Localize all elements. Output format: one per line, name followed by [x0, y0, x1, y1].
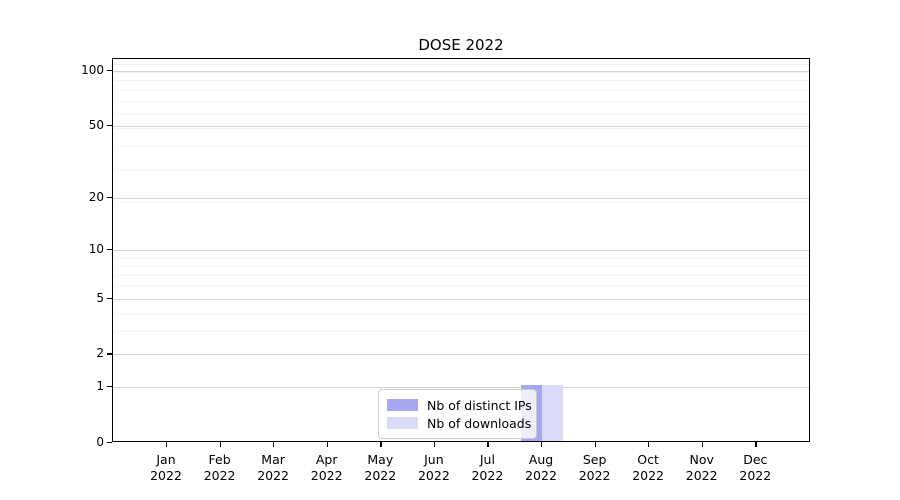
x-tick-mark: [433, 442, 436, 447]
y-gridline-minor: [113, 89, 809, 91]
legend-label-distinct-ips: Nb of distinct IPs: [427, 397, 532, 413]
plot-area: [112, 58, 810, 442]
x-tick-mark: [541, 442, 543, 447]
y-gridline: [113, 298, 809, 300]
y-gridline: [113, 71, 809, 72]
x-tick-label: Jul 2022: [471, 452, 504, 483]
x-tick-mark: [326, 442, 329, 447]
y-gridline: [113, 387, 809, 389]
y-tick-mark: [107, 386, 112, 388]
x-tick-mark: [273, 442, 275, 447]
y-gridline: [113, 354, 809, 356]
y-tick-mark: [107, 196, 112, 198]
legend-item-downloads: Nb of downloads: [387, 415, 532, 431]
bar-nb-of-downloads-aug-2022: [542, 385, 564, 441]
y-tick-mark: [107, 442, 112, 444]
x-tick-label: Apr 2022: [310, 452, 343, 483]
y-tick-label: 20: [88, 189, 104, 204]
x-tick-label: Nov 2022: [685, 452, 718, 483]
legend-item-distinct-ips: Nb of distinct IPs: [387, 398, 532, 413]
y-tick-label: 1: [96, 379, 104, 394]
y-tick-label: 50: [88, 118, 104, 133]
y-tick-mark: [107, 297, 112, 299]
y-gridline-minor: [113, 286, 809, 288]
x-tick-label: Dec 2022: [739, 452, 772, 483]
chart-title: DOSE 2022: [418, 36, 504, 54]
y-tick-label: 100: [81, 63, 104, 77]
y-gridline-minor: [113, 201, 809, 203]
legend-swatch-downloads: [387, 417, 418, 429]
x-tick-label: Jan 2022: [150, 452, 182, 483]
y-tick-label: 2: [96, 346, 104, 361]
y-gridline: [113, 126, 809, 128]
x-tick-mark: [166, 442, 168, 447]
y-gridline-minor: [113, 331, 809, 333]
y-tick-mark: [107, 353, 112, 355]
y-gridline-minor: [113, 127, 809, 129]
y-tick-mark: [107, 70, 112, 72]
x-tick-label: Mar 2022: [257, 452, 289, 483]
y-gridline-minor: [113, 80, 809, 82]
legend-label-downloads: Nb of downloads: [427, 415, 532, 431]
y-gridline-minor: [113, 145, 809, 147]
y-gridline: [113, 249, 809, 251]
y-gridline-minor: [113, 100, 809, 102]
y-gridline: [113, 197, 809, 199]
y-gridline-minor: [113, 275, 809, 277]
x-tick-mark: [380, 442, 382, 447]
y-gridline-minor: [113, 113, 809, 114]
y-gridline-minor: [113, 71, 809, 73]
y-tick-label: 10: [88, 241, 104, 256]
x-tick-label: Sep 2022: [578, 452, 611, 483]
y-gridline-minor: [113, 64, 809, 66]
y-gridline-minor: [113, 313, 809, 315]
x-tick-label: Feb 2022: [203, 452, 236, 483]
legend-swatch-distinct-ips: [387, 399, 418, 411]
y-tick-label: 0: [96, 435, 104, 449]
x-tick-label: May 2022: [364, 452, 397, 483]
x-tick-mark: [487, 442, 489, 447]
legend: Nb of distinct IPs Nb of downloads: [378, 389, 537, 439]
y-gridline-minor: [113, 265, 809, 267]
y-tick-mark: [107, 125, 112, 127]
y-tick-label: 5: [96, 290, 104, 305]
y-gridline-minor: [113, 168, 809, 170]
x-tick-mark: [648, 442, 650, 447]
x-tick-label: Jun 2022: [417, 452, 450, 483]
x-tick-mark: [594, 442, 596, 447]
y-tick-mark: [107, 248, 112, 251]
x-tick-mark: [219, 442, 221, 447]
y-gridline-minor: [113, 257, 809, 259]
x-tick-mark: [701, 442, 704, 447]
x-tick-label: Oct 2022: [632, 452, 664, 483]
x-tick-mark: [755, 442, 757, 447]
x-tick-label: Aug 2022: [525, 452, 557, 483]
